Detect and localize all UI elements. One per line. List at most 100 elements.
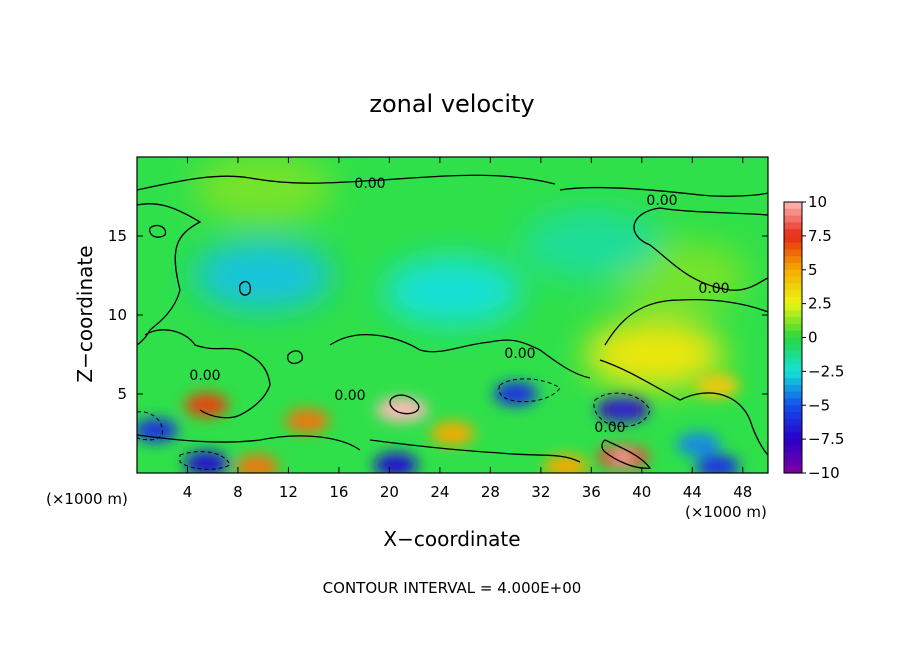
contour-neg-1 xyxy=(498,378,561,403)
field-feature-19 xyxy=(193,157,334,224)
x-axis: 4 8 12 16 20 24 28 32 36 40 44 48 xyxy=(183,157,752,501)
chart-title: zonal velocity xyxy=(369,90,534,118)
colorbar-tick-label-1: 7.5 xyxy=(808,227,832,245)
x-tick-label-2: 12 xyxy=(279,483,298,501)
colorbar-segment-31 xyxy=(784,412,802,420)
x-tick-label-6: 28 xyxy=(481,483,500,501)
colorbar-tick-label-4: 0 xyxy=(808,329,818,347)
field-feature-core-10 xyxy=(612,404,633,415)
contour-label-3: 0.00 xyxy=(189,368,220,384)
contour-neg-4 xyxy=(179,451,231,470)
contour-top xyxy=(137,174,556,191)
colorbar-tick-label-0: 10 xyxy=(808,193,827,211)
colorbar-segment-4 xyxy=(784,229,802,237)
field-feature-core-2 xyxy=(392,404,413,415)
field-feature-6 xyxy=(234,454,279,473)
x-tick-label-9: 40 xyxy=(632,483,651,501)
field-feature-20 xyxy=(521,208,662,279)
colorbar-segment-37 xyxy=(784,452,802,461)
colorbar-segment-29 xyxy=(784,398,802,406)
colorbar-segment-32 xyxy=(784,418,802,427)
x-tick-label-7: 32 xyxy=(531,483,550,501)
colorbar-segment-38 xyxy=(784,459,802,467)
colorbar-segment-39 xyxy=(784,466,802,474)
colorbar-segment-24 xyxy=(784,364,802,372)
contour-label-1: 0.00 xyxy=(646,193,677,209)
colorbar-ticks: 10 7.5 5 2.5 0 −2.5 −5 −7.5 −10 xyxy=(802,193,844,482)
field-feature-15 xyxy=(193,240,334,311)
negative-contour-lines xyxy=(137,378,651,470)
colorbar-tick-label-5: −2.5 xyxy=(808,362,844,380)
field-wash xyxy=(193,157,750,390)
field-feature-3 xyxy=(430,421,475,446)
colorbar-segment-16 xyxy=(784,310,802,318)
x-tick-label-3: 16 xyxy=(329,483,348,501)
contour-right-loop xyxy=(633,207,768,291)
contour-label-2: 0.00 xyxy=(698,281,729,297)
x-tick-label-5: 24 xyxy=(430,483,449,501)
z-tick-label-0: 5 xyxy=(117,385,127,403)
x-axis-label: X−coordinate xyxy=(383,527,520,551)
x-tick-label-11: 48 xyxy=(733,483,752,501)
field-feature-8 xyxy=(184,451,229,473)
colorbar-segment-8 xyxy=(784,256,802,264)
field-feature-12 xyxy=(695,454,740,473)
colorbar-segment-11 xyxy=(784,276,802,284)
colorbar-segment-13 xyxy=(784,290,802,298)
contour-bottom-left xyxy=(137,434,361,451)
colorbar-segment-7 xyxy=(784,249,802,257)
colorbar-tick-label-6: −5 xyxy=(808,396,830,414)
contour-right-low xyxy=(599,359,768,456)
contour-neg-3 xyxy=(137,411,163,441)
colorbar-segment-18 xyxy=(784,323,802,332)
z-tick-label-1: 10 xyxy=(108,306,127,324)
contour-left-body xyxy=(137,203,202,346)
field-feature-11 xyxy=(373,453,418,473)
field-feature-17 xyxy=(695,374,740,399)
colorbar-segment-15 xyxy=(784,303,802,311)
z-tick-label-2: 15 xyxy=(108,227,127,245)
x-right-unit-label: (×1000 m) xyxy=(685,503,767,521)
contour-bottom-mid xyxy=(369,439,581,463)
field-feature-core-4 xyxy=(612,452,633,463)
colorbar-segment-19 xyxy=(784,330,802,339)
colorbar-segment-28 xyxy=(784,391,802,400)
field-feature-1 xyxy=(285,408,330,433)
field-features xyxy=(137,374,740,473)
colorbar-segment-20 xyxy=(784,337,802,345)
contour-lines xyxy=(137,174,768,469)
contour-upper-right xyxy=(559,186,768,197)
contour-label-0: 0.00 xyxy=(354,176,385,192)
colorbar-tick-label-2: 5 xyxy=(808,261,818,279)
x-tick-label-10: 44 xyxy=(683,483,702,501)
x-left-unit-label: (×1000 m) xyxy=(46,490,128,508)
field-feature-16 xyxy=(584,319,725,390)
contour-label-6: 0.00 xyxy=(594,420,625,436)
colorbar-segment-27 xyxy=(784,384,802,393)
field-feature-14 xyxy=(382,256,523,327)
contour-low-wave xyxy=(329,333,591,379)
colorbar-segment-35 xyxy=(784,439,802,447)
colorbar-segment-9 xyxy=(784,262,802,271)
contour-label-4: 0.00 xyxy=(334,388,365,404)
colorbar-segment-12 xyxy=(784,283,802,291)
colorbar-segment-30 xyxy=(784,405,802,413)
y-axis-label: Z−coordinate xyxy=(73,245,97,382)
colorbar-segment-22 xyxy=(784,351,802,359)
contour-small-loop-1 xyxy=(239,280,251,296)
colorbar-segment-0 xyxy=(784,202,802,210)
contour-label-5: 0.00 xyxy=(504,346,535,362)
colorbar-segment-1 xyxy=(784,208,802,217)
field-feature-9 xyxy=(493,382,538,406)
colorbar-tick-label-8: −10 xyxy=(808,464,840,482)
colorbar xyxy=(783,201,803,474)
colorbar-segment-2 xyxy=(784,215,802,223)
colorbar-segment-34 xyxy=(784,432,802,440)
colorbar-segment-36 xyxy=(784,445,802,454)
colorbar-segment-26 xyxy=(784,378,802,386)
field-feature-5 xyxy=(544,454,589,473)
contour-warm-core xyxy=(389,394,420,415)
colorbar-segment-3 xyxy=(784,222,802,230)
field-feature-0 xyxy=(184,393,229,418)
